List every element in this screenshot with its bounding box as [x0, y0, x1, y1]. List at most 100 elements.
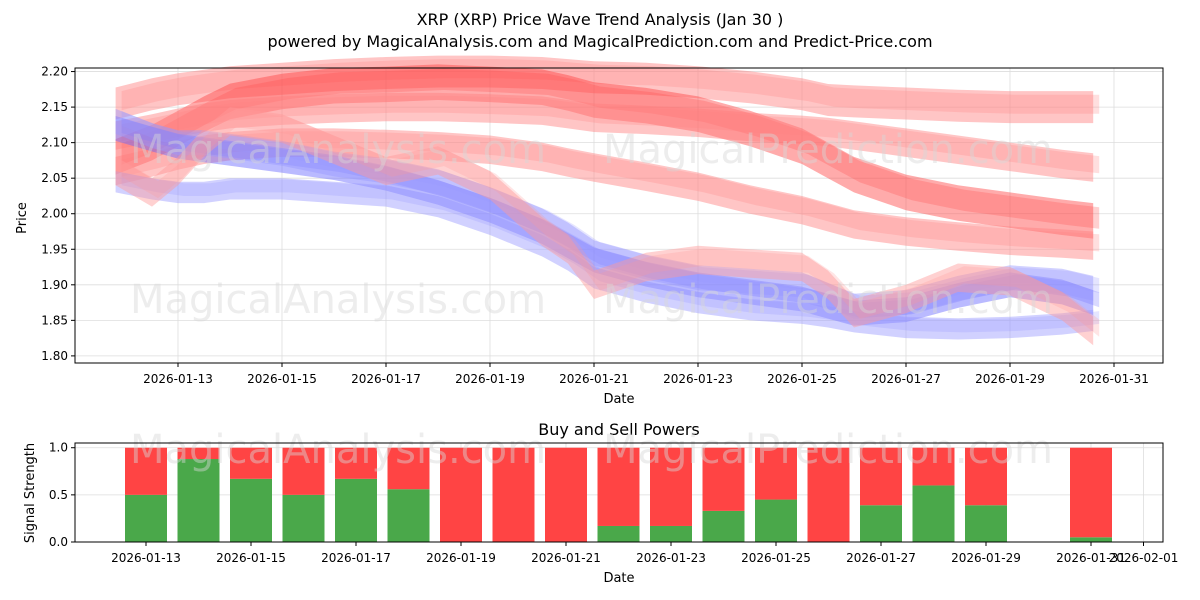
price-waves	[115, 55, 1100, 346]
watermark-bottom-right: MagicalPrediction.com	[603, 427, 1053, 473]
chart-title: XRP (XRP) Price Wave Trend Analysis (Jan…	[417, 10, 784, 29]
sell-bar	[177, 447, 220, 460]
signal-x-tick-label: 2026-01-29	[951, 551, 1021, 565]
buy-bar	[230, 478, 272, 542]
buy-bar	[387, 489, 430, 542]
sell-bar	[860, 447, 902, 506]
price-x-ticks: 2026-01-13 2026-01-15 2026-01-17 2026-01-19…	[143, 363, 1149, 386]
price-x-tick-label: 2026-01-25	[767, 372, 837, 386]
sell-bar	[545, 447, 587, 542]
sell-bar	[807, 447, 850, 542]
sell-bar	[125, 447, 167, 495]
watermark-top-right: MagicalPrediction.com	[603, 127, 1053, 173]
signal-x-tick-label: 2026-01-21	[531, 551, 601, 565]
price-y-tick-label: 2.15	[41, 100, 68, 114]
signal-title: Buy and Sell Powers	[538, 420, 700, 439]
signal-watermarks: MagicalAnalysis.com MagicalPrediction.co…	[130, 427, 1053, 473]
buy-bar	[650, 525, 692, 542]
buy-bar	[125, 494, 167, 542]
price-y-ticks: 1.80 1.85 1.90 1.95 2.00 2.05 2.10 2.15 2.20	[41, 65, 75, 363]
chart-subtitle: powered by MagicalAnalysis.com and Magic…	[267, 32, 932, 51]
price-x-tick-label: 2026-01-13	[143, 372, 213, 386]
signal-y-tick-label: 0.5	[49, 488, 68, 502]
price-y-tick-label: 2.00	[41, 207, 68, 221]
sell-bar	[912, 447, 955, 486]
watermark-top-left: MagicalAnalysis.com	[130, 127, 546, 173]
price-wave-band-7	[115, 171, 1094, 340]
sell-bar	[492, 447, 535, 542]
price-wave-echo-8	[121, 109, 1100, 337]
signal-y-tick-label: 1.0	[49, 441, 68, 455]
buy-bar	[702, 510, 745, 542]
signal-plot: Buy and Sell Powers MagicalAnalysis.com …	[23, 420, 1178, 586]
signal-x-tick-label: 2026-01-25	[741, 551, 811, 565]
sell-bar	[755, 447, 797, 500]
price-plot-background	[75, 68, 1163, 363]
buy-bar	[860, 505, 902, 542]
price-y-tick-label: 2.05	[41, 171, 68, 185]
buy-bar	[177, 459, 220, 542]
sell-bar	[1070, 447, 1112, 538]
price-y-tick-label: 1.95	[41, 242, 68, 256]
sell-bar	[965, 447, 1007, 506]
buy-bar	[597, 525, 640, 542]
buy-bar	[1070, 537, 1112, 542]
sell-bar	[282, 447, 325, 495]
signal-y-label: Signal Strength	[23, 443, 38, 543]
watermark-mid-left: MagicalAnalysis.com	[130, 277, 546, 323]
sell-bar	[387, 447, 430, 490]
signal-plot-frame	[74, 442, 1164, 543]
price-y-tick-label: 1.85	[41, 313, 68, 327]
signal-x-tick-label: 2026-02-01	[1109, 551, 1179, 565]
price-x-tick-label: 2026-01-29	[975, 372, 1045, 386]
price-wave-echo-6	[121, 111, 1100, 311]
price-wave-band-2	[115, 64, 1094, 239]
price-y-tick-label: 2.20	[41, 65, 68, 79]
buy-bar	[335, 478, 377, 542]
price-x-tick-label: 2026-01-17	[351, 372, 421, 386]
price-wave-band-5	[115, 116, 1094, 326]
price-x-tick-label: 2026-01-21	[559, 372, 629, 386]
sell-bar	[650, 447, 692, 526]
price-x-tick-label: 2026-01-15	[247, 372, 317, 386]
price-wave-echo-1	[121, 59, 1100, 114]
price-y-tick-label: 1.90	[41, 278, 68, 292]
sell-bar	[440, 447, 482, 542]
price-y-tick-label: 2.10	[41, 136, 68, 150]
watermark-mid-right: MagicalPrediction.com	[603, 277, 1053, 323]
price-x-label: Date	[603, 392, 634, 407]
price-y-label: Price	[15, 202, 30, 234]
price-x-tick-label: 2026-01-27	[871, 372, 941, 386]
sell-bar	[230, 447, 272, 479]
signal-y-tick-label: 0.0	[49, 535, 68, 549]
sell-bar	[702, 447, 745, 511]
buy-bar	[282, 494, 325, 542]
price-x-tick-label: 2026-01-19	[455, 372, 525, 386]
price-wave-band-6	[115, 108, 1094, 319]
signal-x-tick-label: 2026-01-31	[1056, 551, 1126, 565]
price-wave-echo-7	[121, 172, 1100, 333]
price-y-tick-label: 1.80	[41, 349, 68, 363]
signal-x-tick-label: 2026-01-17	[321, 551, 391, 565]
buy-bar	[912, 485, 955, 542]
price-plot-frame	[74, 67, 1164, 364]
buy-bar	[965, 505, 1007, 542]
signal-x-tick-label: 2026-01-27	[846, 551, 916, 565]
price-watermarks: MagicalAnalysis.com MagicalPrediction.co…	[130, 127, 1053, 323]
sell-bar	[597, 447, 640, 526]
signal-x-label: Date	[603, 571, 634, 586]
price-wave-echo-5	[121, 118, 1100, 318]
signal-x-ticks: 2026-01-13 2026-01-15 2026-01-17 2026-01-19…	[111, 542, 1178, 565]
price-wave-echo-4	[121, 131, 1100, 252]
price-x-tick-label: 2026-01-31	[1079, 372, 1149, 386]
price-wave-band-4	[115, 128, 1094, 260]
watermark-bottom-left: MagicalAnalysis.com	[130, 427, 546, 473]
signal-x-tick-label: 2026-01-23	[636, 551, 706, 565]
signal-y-ticks: 0.0 0.5 1.0	[49, 441, 75, 549]
price-wave-echo-2	[121, 68, 1100, 229]
price-wave-plot: MagicalAnalysis.com MagicalPrediction.co…	[15, 55, 1164, 407]
signal-x-tick-label: 2026-01-13	[111, 551, 181, 565]
price-wave-band-1	[115, 55, 1094, 124]
price-wave-band-8	[115, 107, 1094, 346]
